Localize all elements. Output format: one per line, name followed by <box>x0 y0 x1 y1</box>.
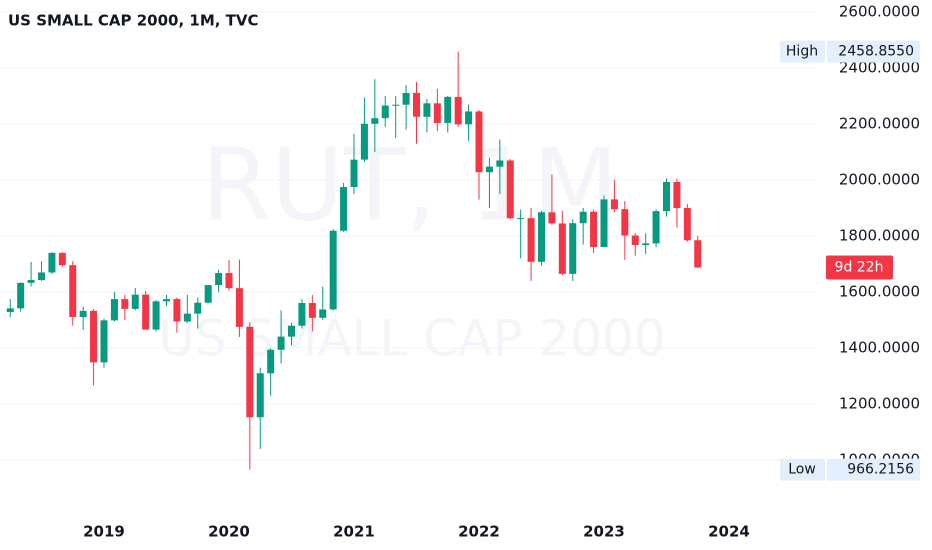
candle-body <box>590 211 598 247</box>
candle-body <box>600 199 608 247</box>
candle-body <box>402 92 410 105</box>
x-tick-label: 2021 <box>333 523 375 541</box>
candle-body <box>381 105 389 119</box>
candle-body <box>496 160 504 167</box>
candle-body <box>69 265 77 318</box>
candle-body <box>340 187 348 231</box>
x-tick-label: 2019 <box>83 523 125 541</box>
candle-body <box>392 104 400 106</box>
candle-body <box>256 373 264 418</box>
y-tick-label: 2400.0000 <box>839 59 920 77</box>
candle-body <box>183 313 191 322</box>
candle-body <box>579 211 587 224</box>
watermark: US SMALL CAP 2000 <box>158 310 665 368</box>
candle-body <box>694 240 702 268</box>
marker-value: 966.2156 <box>847 462 914 478</box>
watermark: RUT, 1M <box>201 126 618 243</box>
candle-body <box>506 160 514 219</box>
y-tick-label: 2000.0000 <box>839 171 920 189</box>
y-tick-label: 2600.0000 <box>839 3 920 21</box>
candle-body <box>350 159 358 188</box>
candle-body <box>110 299 118 321</box>
marker-value: 2458.8550 <box>838 44 914 60</box>
candle-body <box>79 310 87 318</box>
candle-body <box>683 208 691 241</box>
candle-body <box>308 303 316 318</box>
candle-body <box>277 336 285 350</box>
candle-body <box>444 96 452 123</box>
candle-body <box>152 301 160 330</box>
candle-body <box>246 326 254 418</box>
candle-body <box>569 223 577 274</box>
candle-body <box>465 111 473 125</box>
candle-body <box>121 299 129 309</box>
candle-body <box>642 243 650 246</box>
candle-body <box>267 349 275 374</box>
candle-body <box>538 212 545 262</box>
candle-body <box>475 111 483 173</box>
y-tick-label: 1600.0000 <box>839 283 920 301</box>
candle-body <box>413 92 420 117</box>
candle-body <box>142 294 150 330</box>
candle-body <box>673 182 681 209</box>
candle-body <box>58 252 66 266</box>
candle-body <box>652 211 660 244</box>
candle-body <box>6 308 14 312</box>
candle-body <box>173 299 181 322</box>
candle-body <box>485 166 493 173</box>
marker-name-box <box>780 40 825 63</box>
candle-body <box>48 252 56 273</box>
marker-name: High <box>786 44 818 60</box>
candle-body <box>610 199 618 210</box>
x-tick-label: 2020 <box>208 523 250 541</box>
candle-body <box>360 123 368 160</box>
x-tick-label: 2023 <box>583 523 625 541</box>
countdown: 9d 22h <box>835 259 884 275</box>
candle-body <box>329 230 337 310</box>
candle-body <box>215 273 223 286</box>
candle-body <box>131 294 139 309</box>
candle-body <box>27 280 35 283</box>
candle-body <box>631 235 639 246</box>
candle-body <box>433 103 441 123</box>
chart-title: US SMALL CAP 2000, 1M, TVC <box>8 12 259 30</box>
candle-body <box>517 218 525 220</box>
y-tick-label: 1400.0000 <box>839 339 920 357</box>
candle-body <box>298 303 306 326</box>
marker-value-box <box>827 40 920 63</box>
candle-body <box>38 272 45 281</box>
marker-value-box <box>827 458 920 481</box>
candle-body <box>371 118 379 124</box>
candle-body <box>163 299 170 302</box>
candle-body <box>663 182 670 212</box>
candle-body <box>548 212 556 224</box>
candle-body <box>90 310 98 363</box>
candle-body <box>558 223 566 274</box>
x-tick-label: 2022 <box>458 523 500 541</box>
candle-body <box>454 96 462 125</box>
marker-name-box <box>780 458 825 481</box>
marker-name: Low <box>788 462 816 478</box>
candle-body <box>225 273 233 289</box>
x-tick-label: 2024 <box>708 523 750 541</box>
candle-body <box>423 103 431 117</box>
y-tick-label: 2200.0000 <box>839 115 920 133</box>
candle-body <box>235 288 243 327</box>
countdown-box <box>826 255 893 280</box>
y-tick-label: 1800.0000 <box>839 227 920 245</box>
candle-body <box>288 325 295 337</box>
candle-body <box>319 309 327 318</box>
candle-body <box>17 282 25 309</box>
candle-body <box>194 302 202 314</box>
candle-body <box>100 320 108 363</box>
y-tick-label: 1200.0000 <box>839 395 920 413</box>
candle-body <box>621 209 629 236</box>
candle-body <box>204 285 212 303</box>
candle-body <box>527 218 535 262</box>
